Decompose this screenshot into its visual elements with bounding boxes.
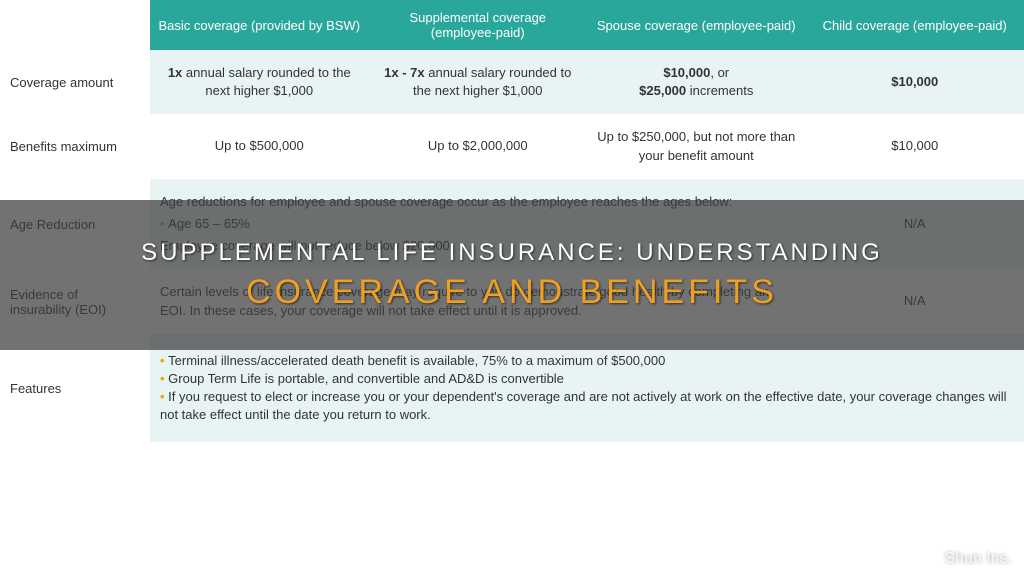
header-row: Basic coverage (provided by BSW) Supplem… [0,0,1024,50]
header-child: Child coverage (employee-paid) [806,0,1024,50]
cell-coverage-spouse: $10,000, or $25,000 increments [587,50,806,114]
coverage-basic-rest: annual salary rounded to the next higher… [182,65,350,98]
header-spouse: Spouse coverage (employee-paid) [587,0,806,50]
rowlabel-features: Features [0,334,150,443]
rowlabel-benefits: Benefits maximum [0,114,150,178]
coverage-basic-prefix: 1x [168,65,182,80]
overlay-line2: COVERAGE AND BENEFITS [246,273,778,312]
spouse-l1b: , or [710,65,729,80]
cell-coverage-supp: 1x - 7x annual salary rounded to the nex… [369,50,588,114]
watermark: Shun Ins. [944,550,1012,568]
feature-2: If you request to elect or increase you … [160,388,1014,424]
coverage-supp-rest: annual salary rounded to [425,65,572,80]
row-benefits-max: Benefits maximum Up to $500,000 Up to $2… [0,114,1024,178]
cell-benmax-spouse: Up to $250,000, but not more than your b… [587,114,806,178]
spouse-l1a: $10,000 [663,65,710,80]
header-basic: Basic coverage (provided by BSW) [150,0,369,50]
cell-benmax-supp: Up to $2,000,000 [369,114,588,178]
cell-benmax-child: $10,000 [806,114,1024,178]
cell-benmax-basic: Up to $500,000 [150,114,369,178]
feature-0: Terminal illness/accelerated death benef… [160,352,1014,370]
rowlabel-coverage: Coverage amount [0,50,150,114]
coverage-supp-rest2: the next higher $1,000 [413,83,542,98]
overlay-line1: SUPPLEMENTAL LIFE INSURANCE: UNDERSTANDI… [141,239,883,267]
header-supplemental: Supplemental coverage (employee-paid) [369,0,588,50]
header-empty [0,0,150,50]
spouse-l2b: increments [686,83,753,98]
spouse-l2a: $25,000 [639,83,686,98]
row-coverage-amount: Coverage amount 1x annual salary rounded… [0,50,1024,114]
cell-coverage-basic: 1x annual salary rounded to the next hig… [150,50,369,114]
coverage-child: $10,000 [891,74,938,89]
coverage-supp-prefix: 1x - 7x [384,65,424,80]
cell-features-merged: Terminal illness/accelerated death benef… [150,334,1024,443]
cell-coverage-child: $10,000 [806,50,1024,114]
features-bullets: Terminal illness/accelerated death benef… [160,352,1014,425]
row-features: Features Terminal illness/accelerated de… [0,334,1024,443]
title-overlay: SUPPLEMENTAL LIFE INSURANCE: UNDERSTANDI… [0,200,1024,350]
feature-1: Group Term Life is portable, and convert… [160,370,1014,388]
